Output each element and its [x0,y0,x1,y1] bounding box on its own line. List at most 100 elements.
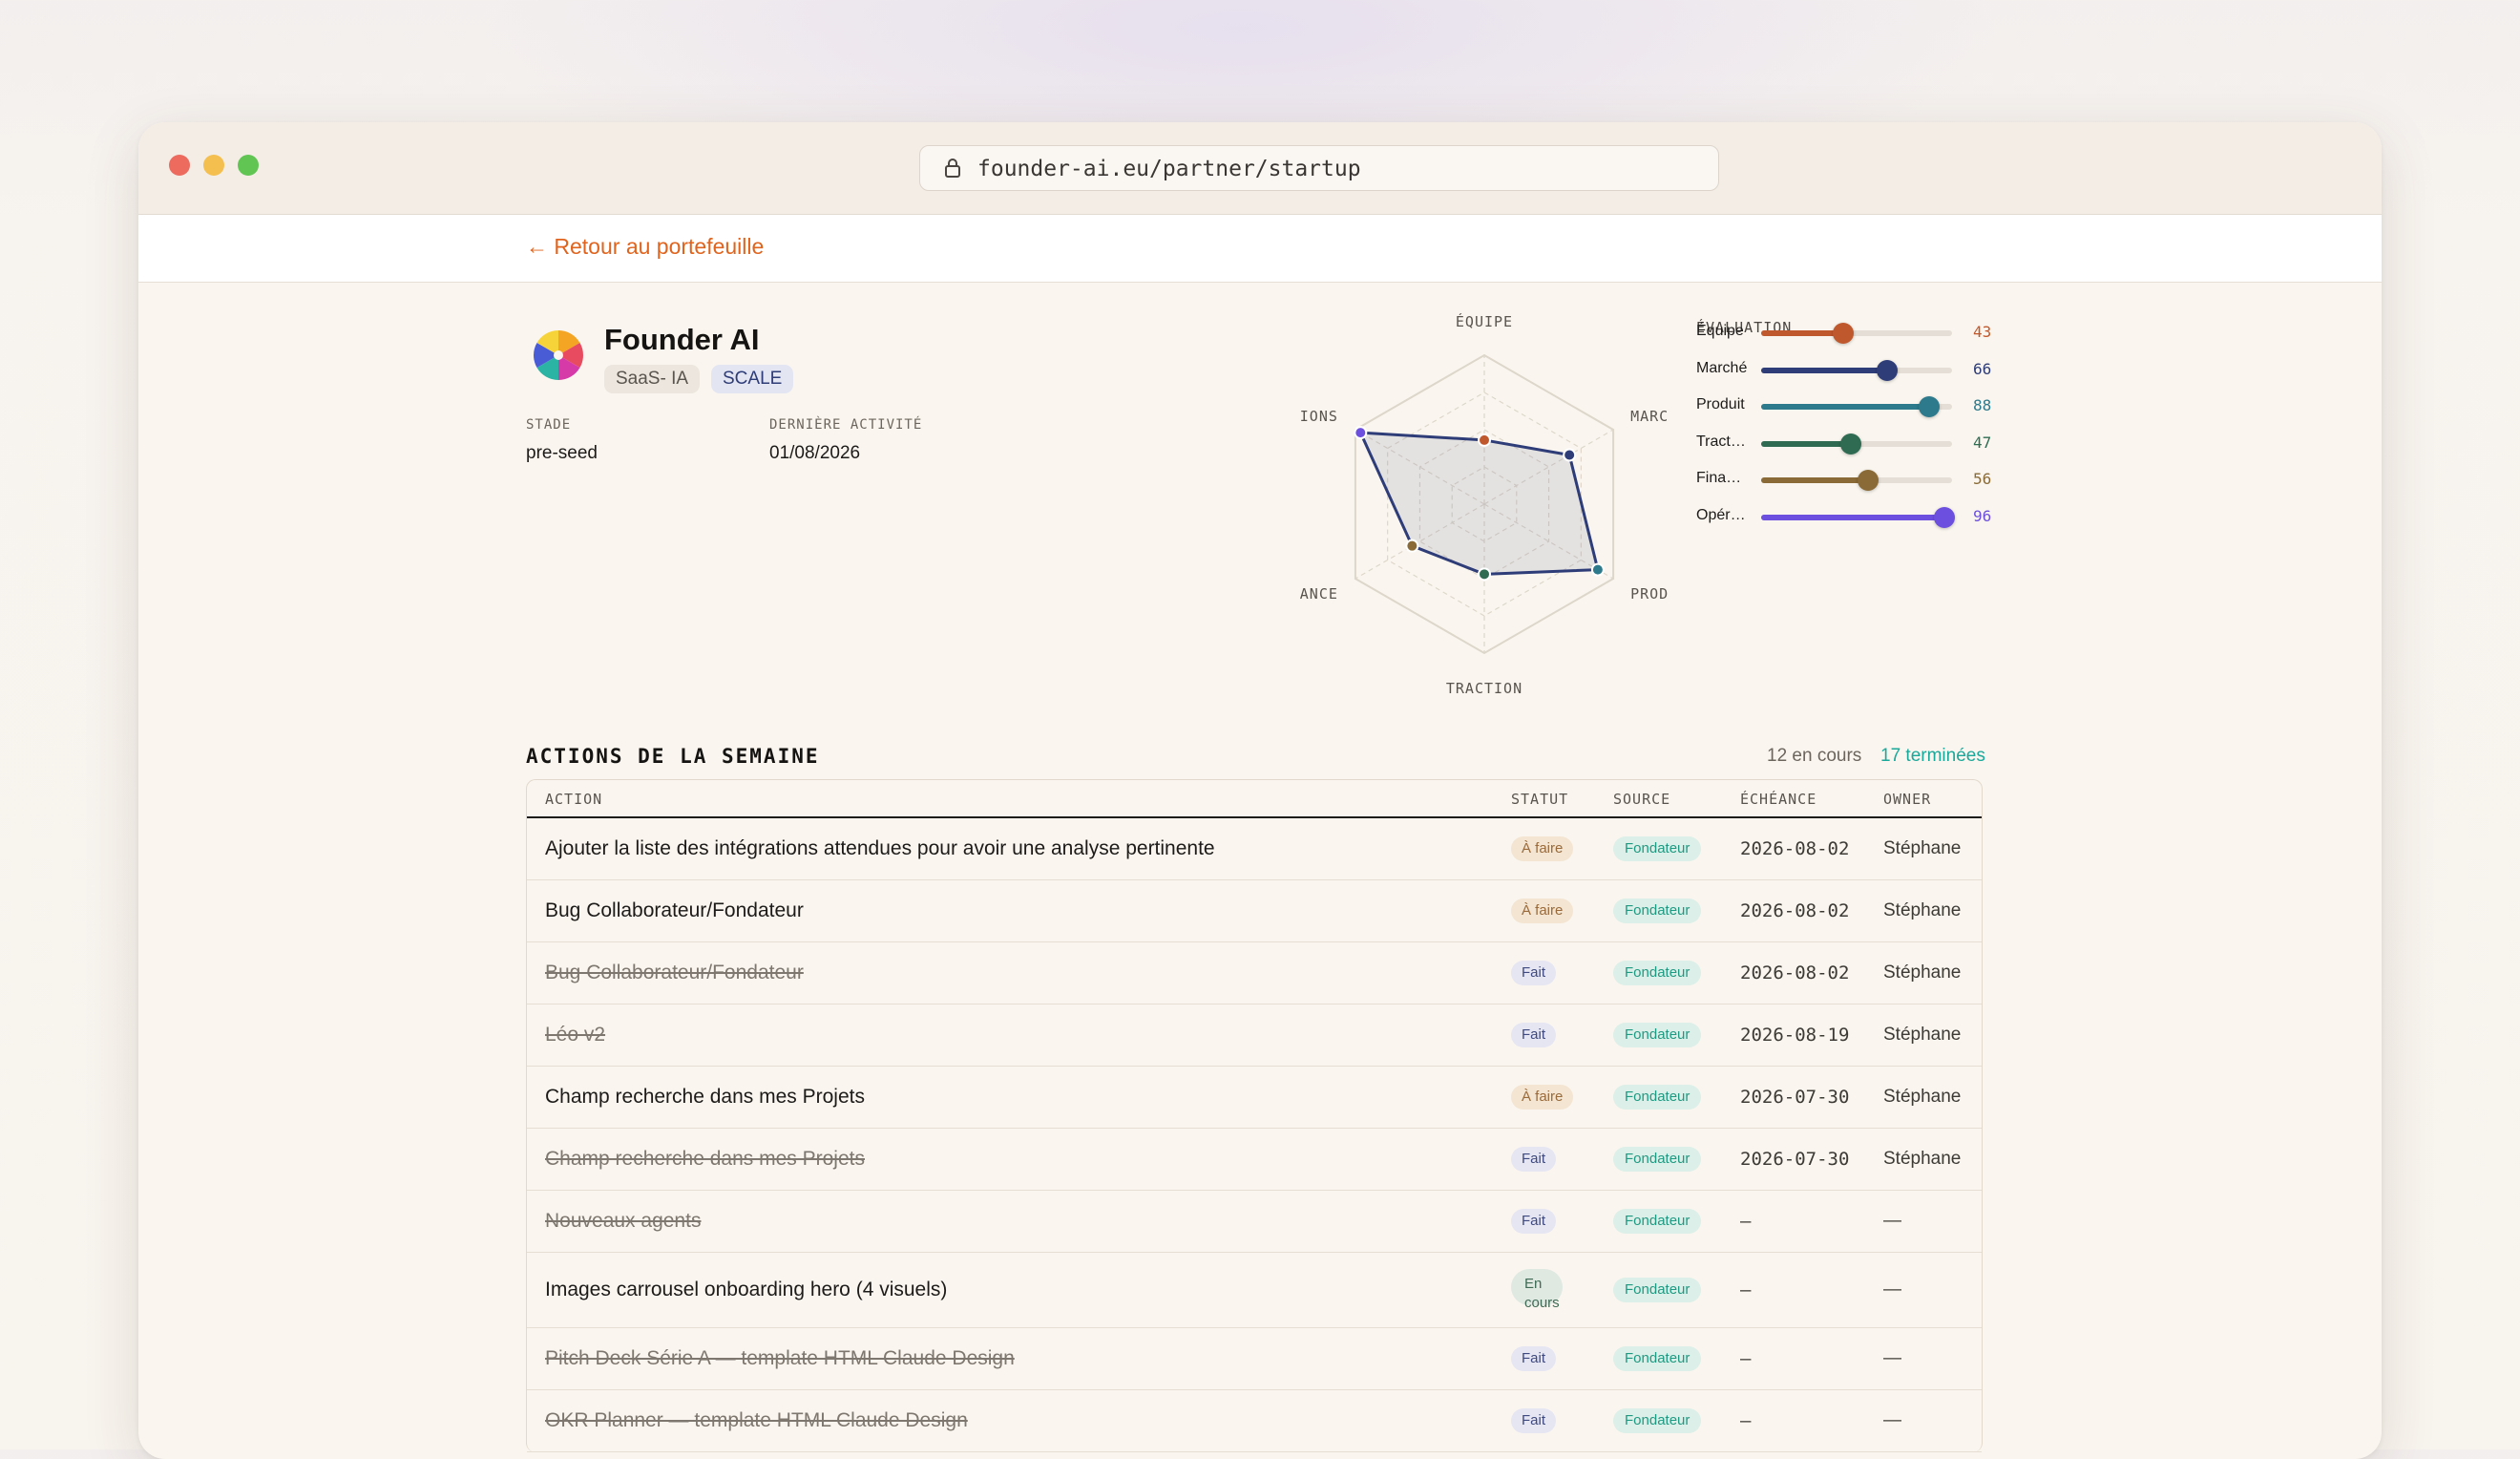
owner-name: — [1883,1279,1901,1300]
radar-point[interactable] [1354,426,1368,440]
status-badge[interactable]: À faire [1511,836,1574,861]
action-title[interactable]: Pitch Deck Série A — template HTML Claud… [545,1347,1015,1369]
table-row[interactable]: Pitch Deck Série A — template HTML Claud… [527,1328,1982,1390]
last-activity-value: 01/08/2026 [769,443,861,463]
maximize-window-button[interactable] [238,155,259,176]
slider-track[interactable] [1761,359,1952,381]
slider-track[interactable] [1761,506,1955,528]
status-badge[interactable]: Fait [1511,1346,1557,1371]
due-date: – [1740,1410,1752,1431]
radar-point[interactable] [1590,562,1605,577]
status-badge[interactable]: Fait [1511,961,1557,985]
source-badge: Fondateur [1613,899,1702,923]
action-title[interactable]: OKR Planner — template HTML Claude Desig… [545,1409,968,1431]
table-row[interactable]: Ajouter la liste des intégrations attend… [527,818,1982,880]
due-date: 2026-07-30 [1740,1087,1850,1108]
column-due[interactable]: ÉCHÉANCE [1740,791,1817,808]
radar-axis-label: IONS [1300,408,1338,425]
slider-value: 66 [1973,359,1992,378]
evaluation-slider[interactable]: Marché 66 [1696,352,2021,387]
table-row[interactable]: Images carrousel onboarding hero (4 visu… [527,1253,1982,1328]
status-badge[interactable]: Fait [1511,1147,1557,1172]
browser-window: founder-ai.eu/partner/startup ← Retour a… [138,122,2382,1459]
close-window-button[interactable] [169,155,190,176]
column-status[interactable]: STATUT [1511,791,1569,808]
status-badge[interactable]: En cours [1511,1269,1563,1311]
radar-spoke [1483,503,1614,580]
column-source[interactable]: SOURCE [1613,791,1671,808]
table-row[interactable]: OKR Planner — template HTML Claude Desig… [527,1390,1982,1452]
radar-point[interactable] [1563,448,1577,462]
startup-name: Founder AI [604,323,760,356]
table-row[interactable]: Bug Collaborateur/Fondateur À faire Fondat… [527,880,1982,942]
table-row[interactable]: Champ recherche dans mes Projets À faire F… [527,1067,1982,1129]
slider-handle[interactable] [1919,396,1940,417]
owner-name: Stéphane [1883,838,1962,858]
slider-value: 88 [1973,396,1992,414]
radar-point[interactable] [1478,567,1491,581]
address-bar[interactable]: founder-ai.eu/partner/startup [919,145,1719,191]
evaluation-slider[interactable]: Tract… 47 [1696,426,2021,460]
radar-point[interactable] [1478,433,1491,447]
radar-data-area [1358,431,1600,576]
due-date: 2026-08-19 [1740,1025,1850,1046]
slider-handle[interactable] [1833,323,1854,344]
slider-value: 96 [1973,506,1992,525]
column-action[interactable]: ACTION [545,791,603,808]
slider-label: Tract… [1696,433,1746,450]
radar-axis-label: MARC [1630,408,1669,425]
slider-track[interactable] [1761,396,1952,417]
back-to-portfolio-link[interactable]: ← Retour au portefeuille [526,234,765,259]
slider-handle[interactable] [1840,433,1861,455]
radar-spoke [1354,503,1485,580]
browser-chrome: founder-ai.eu/partner/startup [138,122,2382,215]
action-title[interactable]: Léo v2 [545,1024,606,1046]
action-title[interactable]: Bug Collaborateur/Fondateur [545,962,804,983]
action-title[interactable]: Champ recherche dans mes Projets [545,1086,865,1108]
actions-table: ACTION STATUT SOURCE ÉCHÉANCE OWNER Ajou… [526,779,1983,1452]
source-badge: Fondateur [1613,961,1702,985]
status-badge[interactable]: À faire [1511,899,1574,923]
slider-handle[interactable] [1934,506,1955,528]
startup-logo-icon [534,330,583,380]
action-title[interactable]: Bug Collaborateur/Fondateur [545,899,804,921]
minimize-window-button[interactable] [203,155,224,176]
evaluation-slider[interactable]: Produit 88 [1696,389,2021,423]
source-badge: Fondateur [1613,1408,1702,1433]
evaluation-slider[interactable]: Opér… 96 [1696,499,2021,534]
slider-track[interactable] [1761,323,1952,344]
evaluation-slider[interactable]: Fina… 56 [1696,462,2021,497]
status-badge[interactable]: Fait [1511,1209,1557,1234]
slider-fill [1761,330,1843,336]
slider-handle[interactable] [1877,359,1898,381]
owner-name: — [1883,1211,1901,1231]
phase-tag: SCALE [711,365,794,393]
slider-track[interactable] [1761,470,1952,491]
slider-fill [1761,404,1929,410]
in-progress-count[interactable]: 12 en cours [1767,746,1862,766]
stage-value: pre-seed [526,443,598,463]
status-badge[interactable]: Fait [1511,1408,1557,1433]
table-row[interactable]: Champ recherche dans mes Projets Fait Fond… [527,1129,1982,1191]
sector-tag: SaaS- IA [604,365,701,393]
status-badge[interactable]: Fait [1511,1023,1557,1047]
action-title[interactable]: Images carrousel onboarding hero (4 visu… [545,1279,948,1300]
slider-handle[interactable] [1858,470,1879,491]
slider-value: 47 [1973,433,1992,452]
due-date: – [1740,1211,1752,1232]
table-row[interactable]: Bug Collaborateur/Fondateur Fait Fondateur… [527,942,1982,1004]
evaluation-slider[interactable]: Équipe 43 [1696,315,2021,349]
slider-track[interactable] [1761,433,1952,455]
source-badge: Fondateur [1613,1346,1702,1371]
radar-axis-label: TRACTION [1446,680,1522,697]
action-title[interactable]: Nouveaux agents [545,1210,702,1232]
radar-point[interactable] [1405,539,1419,553]
completed-count[interactable]: 17 terminées [1880,746,1985,766]
table-row[interactable]: Léo v2 Fait Fondateur 2026-08-19 Stéphane [527,1004,1982,1067]
column-owner[interactable]: OWNER [1883,791,1932,808]
status-badge[interactable]: À faire [1511,1085,1574,1110]
action-title[interactable]: Champ recherche dans mes Projets [545,1148,865,1170]
table-row[interactable]: Nouveaux agents Fait Fondateur – — [527,1191,1982,1253]
owner-name: — [1883,1348,1901,1368]
action-title[interactable]: Ajouter la liste des intégrations attend… [545,837,1215,859]
